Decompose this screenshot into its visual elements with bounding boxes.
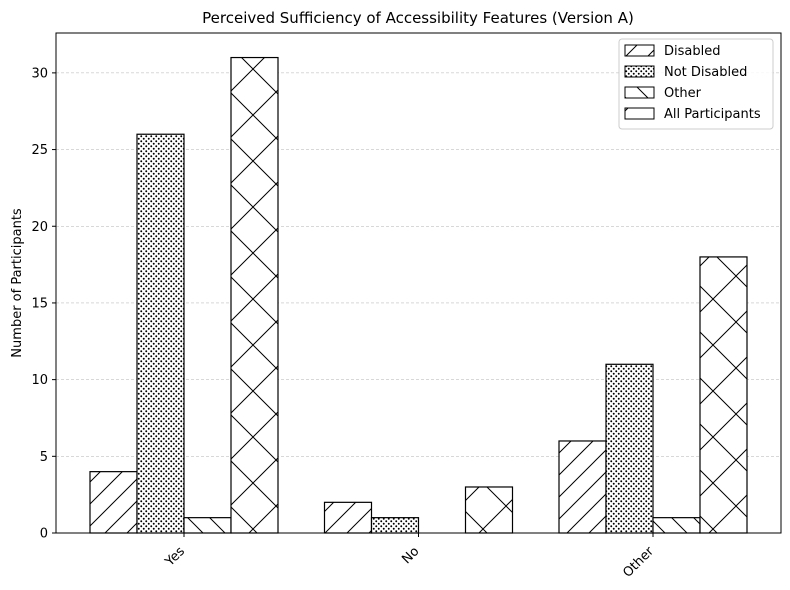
bar-disabled-other xyxy=(558,440,607,534)
y-axis-label: Number of Participants xyxy=(10,208,25,358)
y-tick-label-30: 30 xyxy=(31,66,48,81)
x-tick-label-other: Other xyxy=(620,544,657,581)
legend: Disabled Not Disabled Other All Participant… xyxy=(618,38,774,130)
chart-title: Perceived Sufficiency of Accessibility F… xyxy=(202,9,634,27)
bar-not-disabled-yes xyxy=(136,133,185,534)
legend-swatch-other xyxy=(624,86,655,99)
y-tick-label-20: 20 xyxy=(31,220,48,235)
legend-swatch-all-participants xyxy=(624,107,655,120)
legend-swatch-not-disabled xyxy=(624,65,655,78)
legend-label-all-participants: All Participants xyxy=(664,107,761,122)
legend-frame xyxy=(618,38,774,130)
bar-disabled-yes xyxy=(89,471,138,534)
y-tick-label-25: 25 xyxy=(31,143,48,158)
bar-disabled-no xyxy=(323,501,373,534)
legend-label-not-disabled: Not Disabled xyxy=(664,65,747,80)
legend-label-other: Other xyxy=(664,86,702,101)
y-ticks: 0 5 10 15 20 25 30 xyxy=(31,66,56,542)
bars xyxy=(89,56,748,534)
bar-all-participants-no xyxy=(464,486,514,534)
bar-not-disabled-no xyxy=(370,517,420,534)
bar-other-yes xyxy=(183,517,232,534)
x-ticks: Yes No Other xyxy=(162,533,657,581)
legend-swatch-disabled xyxy=(624,44,655,57)
y-tick-label-5: 5 xyxy=(40,450,48,465)
bar-other-other xyxy=(652,517,701,534)
x-tick-label-no: No xyxy=(399,544,422,567)
bar-not-disabled-other xyxy=(605,363,654,534)
bar-all-participants-other xyxy=(699,256,748,534)
y-tick-label-15: 15 xyxy=(31,296,48,311)
bar-all-participants-yes xyxy=(230,56,279,534)
legend-label-disabled: Disabled xyxy=(664,44,720,59)
x-tick-label-yes: Yes xyxy=(162,544,188,570)
y-tick-label-10: 10 xyxy=(31,373,48,388)
y-tick-label-0: 0 xyxy=(40,527,48,542)
